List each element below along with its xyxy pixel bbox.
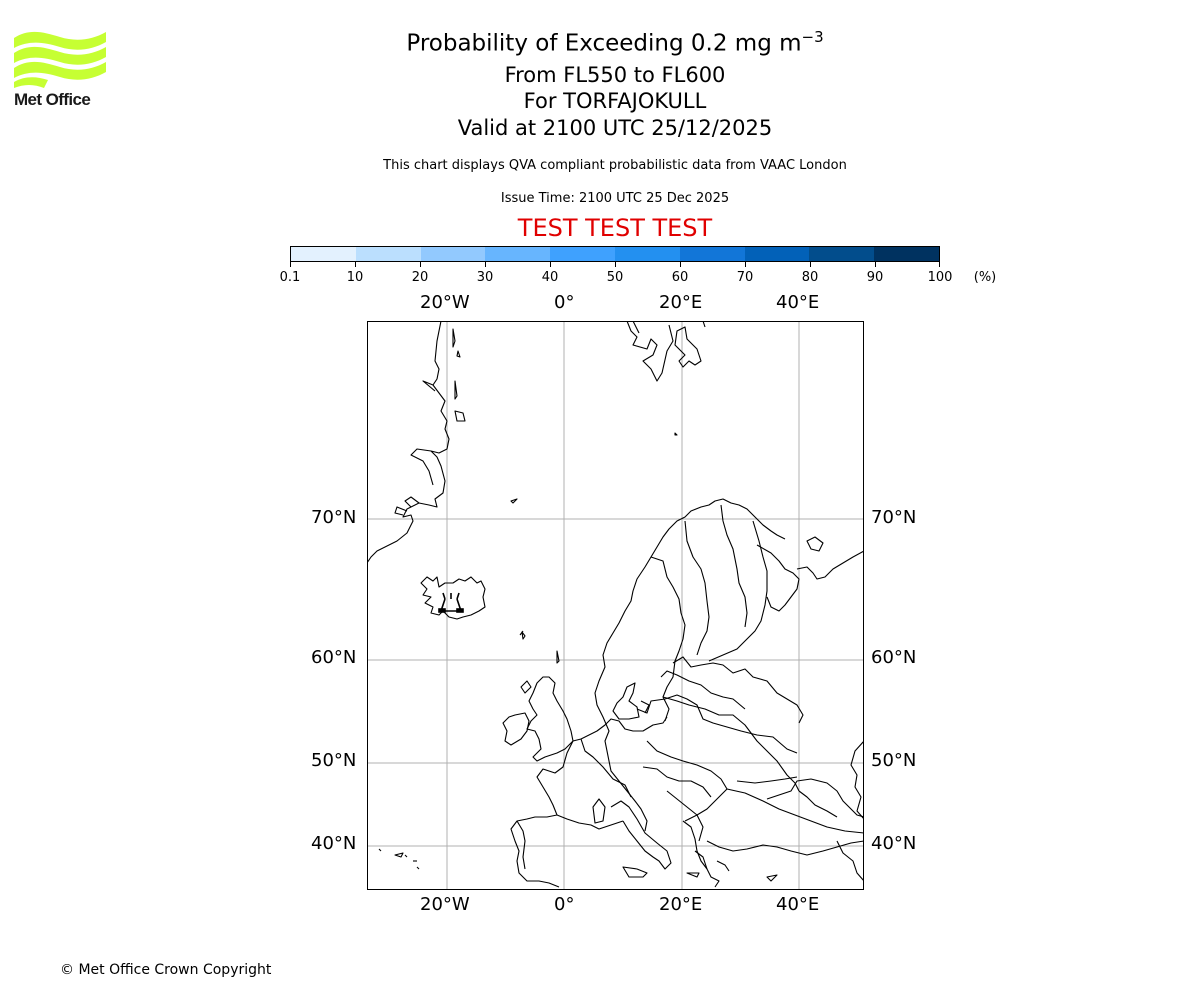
volcano-marker-icon (438, 592, 464, 613)
lon-label-top: 20°W (420, 292, 470, 313)
volcano-name: For TORFAJOKULL (523, 89, 707, 113)
lon-label-top: 20°E (659, 292, 703, 313)
lat-label-right: 50°N (871, 750, 917, 771)
colorbar-segment (679, 247, 745, 261)
graticule (367, 321, 864, 890)
colorbar-segment (874, 247, 939, 261)
colorbar-tick-label: 90 (866, 270, 884, 285)
colorbar-tick (810, 262, 811, 267)
colorbar-tick-label: 100 (927, 270, 953, 285)
lon-label-bottom: 40°E (776, 894, 820, 915)
lon-label-bottom: 20°W (420, 894, 470, 915)
colorbar-segment (355, 247, 421, 261)
colorbar-tick (420, 262, 421, 267)
colorbar-segment (420, 247, 486, 261)
lat-label-left: 40°N (311, 833, 357, 854)
colorbar-tick-label: 60 (671, 270, 689, 285)
met-office-wordmark: Met Office (14, 90, 91, 109)
colorbar-tick (939, 262, 940, 267)
colorbar-tick (745, 262, 746, 267)
colorbar-tick-label: 0.1 (279, 270, 301, 285)
europe-map (367, 321, 864, 890)
probability-colorbar (290, 246, 940, 262)
valid-time: Valid at 2100 UTC 25/12/2025 (457, 116, 773, 140)
colorbar-tick-label: 80 (801, 270, 819, 285)
map-frame (367, 321, 864, 890)
met-office-logo: Met Office (14, 30, 108, 112)
colorbar-segment (744, 247, 810, 261)
colorbar-tick (680, 262, 681, 267)
colorbar-tick (550, 262, 551, 267)
colorbar-tick (875, 262, 876, 267)
colorbar-tick (355, 262, 356, 267)
lon-label-top: 0° (554, 292, 575, 313)
lat-label-left: 70°N (311, 507, 357, 528)
chart-title: Probability of Exceeding 0.2 mg m−3 (0, 28, 1200, 57)
colorbar-segment (485, 247, 551, 261)
copyright-notice: © Met Office Crown Copyright (60, 962, 272, 978)
colorbar-tick (615, 262, 616, 267)
chart-description: This chart displays QVA compliant probab… (383, 158, 847, 173)
colorbar-unit-label: (%) (973, 270, 997, 285)
colorbar-segment (614, 247, 680, 261)
colorbar-segment (809, 247, 875, 261)
colorbar-tick-label: 10 (346, 270, 364, 285)
lat-label-left: 60°N (311, 647, 357, 668)
lat-label-right: 60°N (871, 647, 917, 668)
chart-title-exponent: −3 (801, 28, 824, 46)
colorbar-segment (291, 247, 356, 261)
colorbar-tick (290, 262, 291, 267)
flight-level-range: From FL550 to FL600 (504, 63, 726, 87)
colorbar-tick-label: 40 (541, 270, 559, 285)
lat-label-right: 40°N (871, 833, 917, 854)
lat-label-right: 70°N (871, 507, 917, 528)
colorbar-tick (485, 262, 486, 267)
lon-label-bottom: 0° (554, 894, 575, 915)
test-banner: TEST TEST TEST (517, 214, 713, 242)
lon-label-top: 40°E (776, 292, 820, 313)
colorbar-tick-label: 30 (476, 270, 494, 285)
colorbar-segment (550, 247, 615, 261)
colorbar-tick-label: 70 (736, 270, 754, 285)
met-office-waves-icon (14, 31, 106, 88)
colorbar-tick-label: 20 (411, 270, 429, 285)
colorbar-tick-label: 50 (606, 270, 624, 285)
lon-label-bottom: 20°E (659, 894, 703, 915)
issue-time: Issue Time: 2100 UTC 25 Dec 2025 (500, 191, 730, 206)
lat-label-left: 50°N (311, 750, 357, 771)
map-panel (367, 321, 864, 890)
chart-title-text: Probability of Exceeding 0.2 mg m (406, 30, 802, 57)
coastlines (367, 321, 864, 888)
